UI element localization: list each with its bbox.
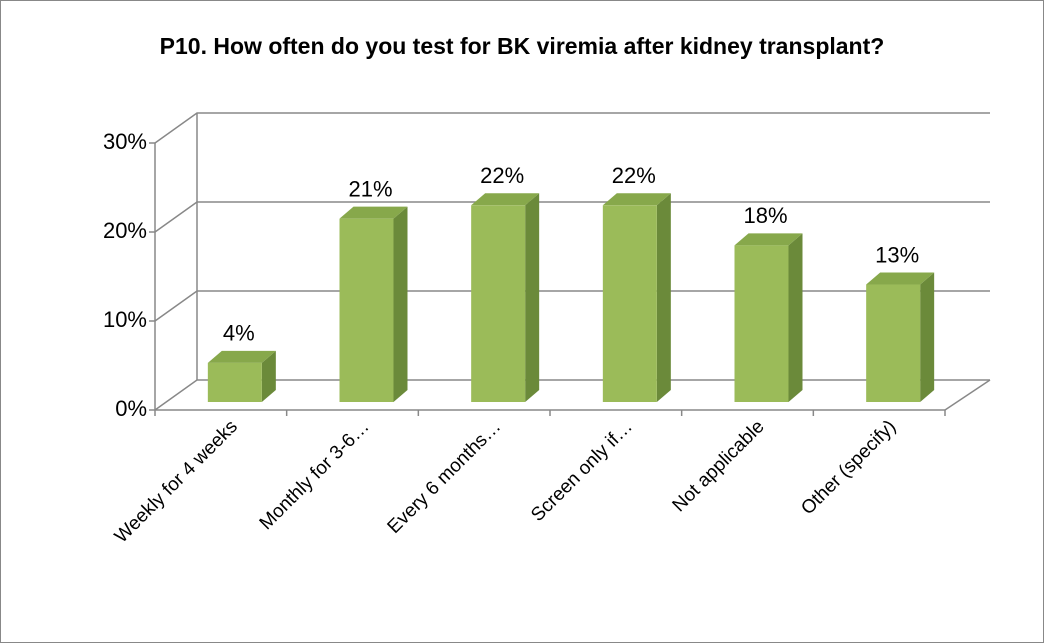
bar-top xyxy=(339,206,408,219)
grid-line xyxy=(154,379,990,411)
bar-front xyxy=(734,245,789,402)
bar-front xyxy=(866,284,921,402)
bar-front xyxy=(471,205,526,402)
chart-title: P10. How often do you test for BK viremi… xyxy=(159,33,885,59)
x-tick-label: Screen only if… xyxy=(527,416,637,526)
grid-line xyxy=(154,201,990,233)
bar xyxy=(339,206,408,402)
data-label: 4% xyxy=(223,321,255,346)
bar-side xyxy=(525,193,540,402)
x-tick-label: Other (specify) xyxy=(797,416,900,519)
data-label: 13% xyxy=(875,242,919,267)
data-label: 21% xyxy=(348,176,392,201)
bar xyxy=(207,350,276,402)
x-tick-label: Not applicable xyxy=(669,416,769,516)
x-tick-label: Weekly for 4 weeks xyxy=(111,416,242,547)
bar-side xyxy=(393,206,408,402)
bar-side xyxy=(920,272,935,402)
bar-side xyxy=(261,350,276,402)
grid-line xyxy=(154,290,990,322)
bar-top xyxy=(471,193,540,206)
y-tick-label: 10% xyxy=(103,307,147,332)
floor-right xyxy=(944,379,991,411)
y-tick-label: 20% xyxy=(103,218,147,243)
bar xyxy=(866,272,935,402)
data-label: 22% xyxy=(612,163,656,188)
bar-front xyxy=(207,362,262,402)
x-tick-label: Monthly for 3-6… xyxy=(256,416,374,534)
bar xyxy=(734,233,803,402)
bar-top xyxy=(866,272,935,285)
data-label: 18% xyxy=(743,203,787,228)
y-tick-label: 0% xyxy=(115,396,147,421)
y-tick-label: 30% xyxy=(103,129,147,154)
data-label: 22% xyxy=(480,163,524,188)
bar-side xyxy=(656,193,671,402)
grid-line xyxy=(154,112,990,144)
bar xyxy=(471,193,540,402)
x-tick-label: Every 6 months… xyxy=(384,416,506,538)
bar-front xyxy=(339,218,394,402)
bar-top xyxy=(602,193,671,206)
bar-top xyxy=(734,233,803,246)
bar-top xyxy=(207,350,276,363)
bar-front xyxy=(602,205,657,402)
bar-side xyxy=(788,233,803,402)
bar xyxy=(602,193,671,402)
